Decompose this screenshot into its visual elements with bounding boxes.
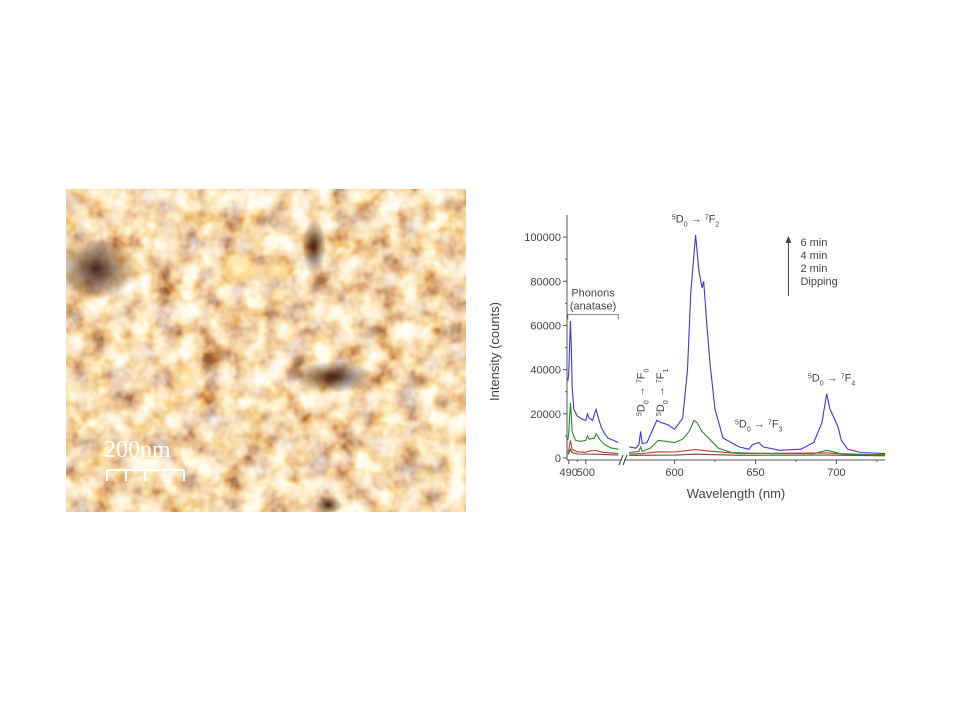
transition-label: 5D0 → 7F2	[672, 213, 720, 228]
legend-entry: 2 min	[800, 263, 827, 275]
series-line-right	[629, 449, 886, 456]
axis-break-mark	[618, 454, 624, 466]
x-tick-label: 700	[827, 467, 845, 479]
series-line-left	[567, 402, 619, 450]
x-axis-label: Wavelength (nm)	[687, 486, 786, 501]
x-tick-label: 490	[560, 467, 578, 479]
y-tick-label: 40000	[530, 365, 561, 377]
y-tick-label: 80000	[530, 276, 561, 288]
legend-arrow-head	[785, 235, 792, 243]
transition-label: 5D0 → 7F4	[808, 372, 856, 387]
series-line-left	[567, 447, 619, 456]
phonons-label: Phonons	[571, 287, 615, 299]
legend-entry: 6 min	[800, 237, 827, 249]
scale-bar-label: 200nm	[104, 437, 171, 463]
y-tick-label: 60000	[530, 320, 561, 332]
series-line-left	[567, 320, 619, 444]
phonons-bracket	[567, 314, 619, 320]
axis-break-mark	[622, 454, 628, 466]
scale-bar	[106, 469, 185, 481]
y-axis-label: Intensity (counts)	[487, 302, 502, 401]
transition-label: 5D0 → 7F3	[735, 419, 783, 434]
legend-entry: 4 min	[800, 250, 827, 262]
x-tick-label: 600	[665, 467, 683, 479]
series-line-right	[629, 234, 886, 455]
y-tick-label: 100000	[524, 232, 561, 244]
chart-labels: Phonons(anatase) 5D0 → 7F2 5D0 → 7F0 5D0 → …	[567, 213, 856, 434]
x-tick-label: 500	[577, 467, 595, 479]
legend-entry: Dipping	[800, 276, 837, 288]
phonons-label: (anatase)	[570, 300, 616, 312]
series-line-left	[567, 440, 619, 455]
chart-series-group	[567, 234, 886, 457]
transition-label: 5D0 → 7F1	[655, 368, 670, 416]
y-tick-label: 0	[555, 453, 561, 465]
series-line-right	[629, 453, 886, 457]
series-line-right	[629, 419, 885, 456]
transition-label: 5D0 → 7F0	[636, 368, 651, 416]
y-tick-label: 20000	[530, 409, 561, 421]
afm-height-map-image	[66, 189, 466, 512]
x-tick-label: 650	[746, 467, 764, 479]
